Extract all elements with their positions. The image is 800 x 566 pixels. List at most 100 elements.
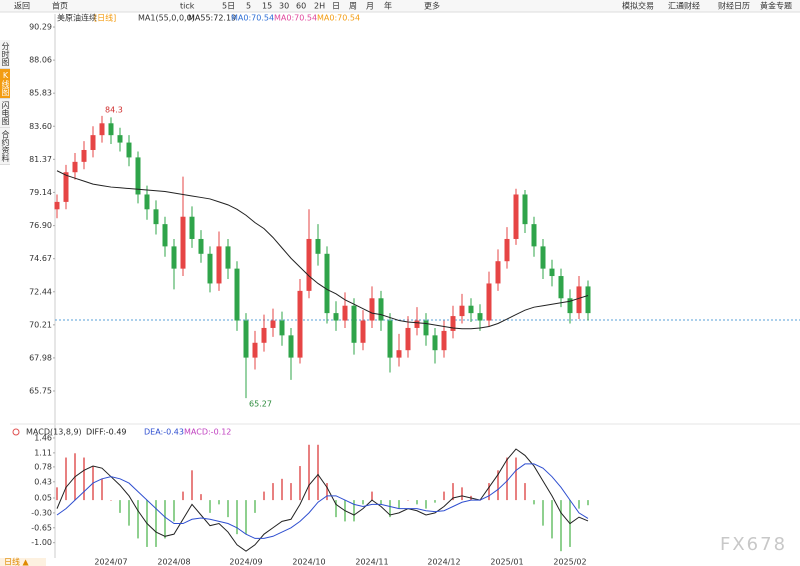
toolbar-button[interactable]: 2H: [314, 2, 325, 11]
macd-bar: [299, 466, 301, 501]
candle-body: [423, 320, 429, 336]
y-tick-label: 88.06: [29, 56, 52, 65]
macd-bar: [380, 500, 382, 505]
macd-bar: [542, 500, 544, 526]
candle-body: [144, 194, 150, 210]
toolbar-button[interactable]: 汇通财经: [668, 1, 700, 11]
candle-body: [540, 246, 546, 269]
x-tick-label: 2024/10: [292, 558, 325, 566]
min-label: 65.27: [249, 400, 272, 409]
candle-body: [315, 238, 321, 254]
macd-bar: [533, 500, 535, 505]
candle-body: [558, 276, 564, 299]
macd-bar: [434, 500, 436, 503]
sidebar-tab[interactable]: 闪电图: [0, 99, 10, 128]
x-tick-label: 2024/08: [157, 558, 190, 566]
sidebar-tab[interactable]: 分时图: [0, 40, 10, 69]
y-tick-label: 74.67: [29, 254, 52, 263]
candle-body: [126, 142, 132, 158]
macd-bar: [461, 487, 463, 501]
candle-body: [171, 246, 177, 269]
macd-bar: [389, 500, 391, 518]
toolbar-button[interactable]: 60: [296, 2, 306, 11]
macd-bar: [245, 500, 247, 535]
x-tick-label: 2025/02: [553, 558, 586, 566]
toolbar-button[interactable]: 5日: [222, 2, 235, 11]
macd-bar: [272, 483, 274, 501]
y-tick-label: 83.60: [29, 122, 52, 131]
candle-body: [225, 246, 231, 269]
candle-body: [297, 290, 303, 358]
toolbar-button[interactable]: 返回: [14, 2, 30, 11]
toolbar-button[interactable]: 日: [332, 2, 340, 11]
candle-body: [387, 320, 393, 358]
toolbar-button[interactable]: 黄金专题: [760, 1, 792, 11]
candle-body: [441, 330, 447, 351]
macd-bar: [326, 483, 328, 501]
y-tick-label: 70.21: [29, 320, 52, 329]
macd-bar: [227, 500, 229, 518]
macd-bar: [200, 494, 202, 501]
candle-body: [99, 123, 105, 136]
macd-bar: [236, 500, 238, 535]
toolbar-button[interactable]: 年: [384, 1, 392, 11]
sidebar-tab[interactable]: 合约资料: [0, 128, 10, 165]
macd-bar: [497, 470, 499, 501]
macd-bar: [164, 500, 166, 539]
toolbar-button[interactable]: 月: [366, 2, 374, 11]
candle-body: [234, 268, 240, 321]
toolbar-button[interactable]: 首页: [52, 1, 68, 11]
legend-entry: MACD:-0.12: [184, 428, 231, 437]
series-line: [56, 448, 589, 552]
candle-body: [477, 313, 483, 321]
footer-tab-bg: [0, 558, 46, 566]
toolbar-button[interactable]: 更多: [424, 1, 440, 11]
legend-entry: MA0:70.54: [231, 14, 274, 23]
candle-body: [495, 261, 501, 284]
y-tick-label: -0.30: [31, 508, 52, 517]
macd-bar: [263, 491, 265, 501]
candle-body: [513, 194, 519, 239]
indicator-title: MACD(13,8,9): [26, 428, 82, 437]
series-line: [56, 463, 589, 539]
toolbar-button[interactable]: 模拟交易: [622, 1, 654, 11]
candle-body: [324, 253, 330, 314]
footer-tab[interactable]: 日线 ▲: [4, 557, 30, 566]
toolbar-button[interactable]: 30: [279, 2, 289, 11]
candle-body: [378, 298, 384, 321]
y-tick-label: 72.44: [29, 287, 52, 296]
macd-bar: [101, 478, 103, 501]
candle-body: [63, 172, 69, 202]
candle-body: [468, 305, 474, 314]
candle-body: [459, 305, 465, 317]
candle-body: [576, 286, 582, 314]
macd-bar: [362, 500, 364, 505]
candle-body: [486, 283, 492, 321]
candle-body: [306, 238, 312, 291]
toolbar-bg: [0, 0, 800, 12]
candle-body: [135, 157, 141, 195]
macd-bar: [218, 500, 220, 505]
settings-icon[interactable]: [12, 428, 20, 436]
macd-bar: [290, 483, 292, 501]
macd-bar: [452, 483, 454, 501]
sidebar-tab[interactable]: K线图: [0, 69, 10, 99]
candle-body: [180, 216, 186, 269]
candle-body: [72, 161, 78, 173]
max-label: 84.3: [105, 105, 123, 114]
x-tick-label: 2024/09: [229, 558, 262, 566]
indicator-label: MA1(55,0,0,0): [138, 14, 195, 23]
macd-bar: [308, 444, 310, 501]
candle-body: [207, 253, 213, 284]
toolbar-button[interactable]: 财经日历: [718, 1, 750, 11]
toolbar-button[interactable]: tick: [180, 2, 195, 11]
candle-body: [189, 216, 195, 239]
macd-bar: [56, 487, 58, 501]
toolbar-button[interactable]: 15: [262, 2, 272, 11]
macd-bar: [254, 500, 256, 513]
toolbar-button[interactable]: 周: [349, 2, 357, 11]
macd-bar: [182, 491, 184, 501]
y-tick-label: 0.78: [34, 462, 52, 471]
toolbar-button[interactable]: 5: [246, 2, 251, 11]
